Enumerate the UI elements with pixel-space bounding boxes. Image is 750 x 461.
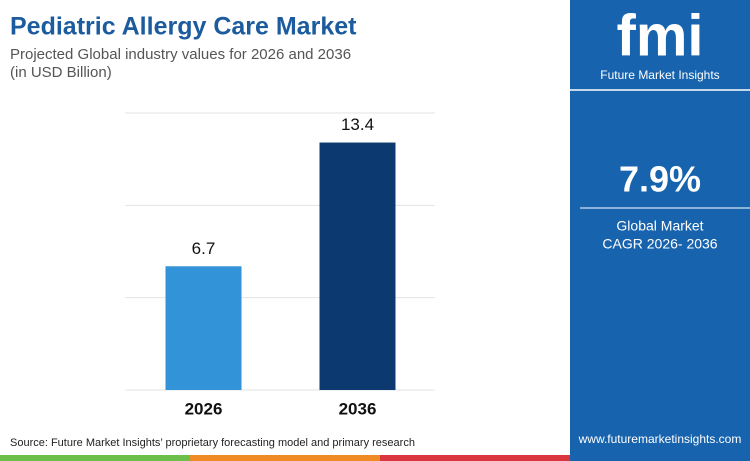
bottom-stripe bbox=[0, 455, 750, 461]
cagr-label: CAGR 2026- 2036 bbox=[602, 236, 717, 252]
stripe bbox=[380, 455, 570, 461]
chart-title: Pediatric Allergy Care Market bbox=[10, 13, 357, 41]
website: www.futuremarketinsights.com bbox=[578, 432, 742, 446]
stripe bbox=[0, 455, 190, 461]
x-tick-label: 2026 bbox=[185, 399, 223, 418]
subtitle: Projected Global industry values for 202… bbox=[10, 46, 351, 63]
brand: Future Market Insights bbox=[600, 68, 719, 82]
subtitle: (in USD Billion) bbox=[10, 64, 112, 81]
stripe bbox=[190, 455, 380, 461]
cagr-label: Global Market bbox=[616, 218, 703, 234]
cagr: 7.9% bbox=[619, 159, 701, 200]
stripe bbox=[570, 455, 750, 461]
bar bbox=[319, 142, 396, 390]
source: Source: Future Market Insights’ propriet… bbox=[10, 437, 415, 449]
bar bbox=[165, 266, 242, 390]
value-label: 13.4 bbox=[341, 115, 374, 134]
value-label: 6.7 bbox=[192, 239, 216, 258]
logo: fmi bbox=[617, 3, 704, 68]
x-tick-label: 2036 bbox=[339, 399, 377, 418]
sidebar bbox=[570, 0, 750, 455]
